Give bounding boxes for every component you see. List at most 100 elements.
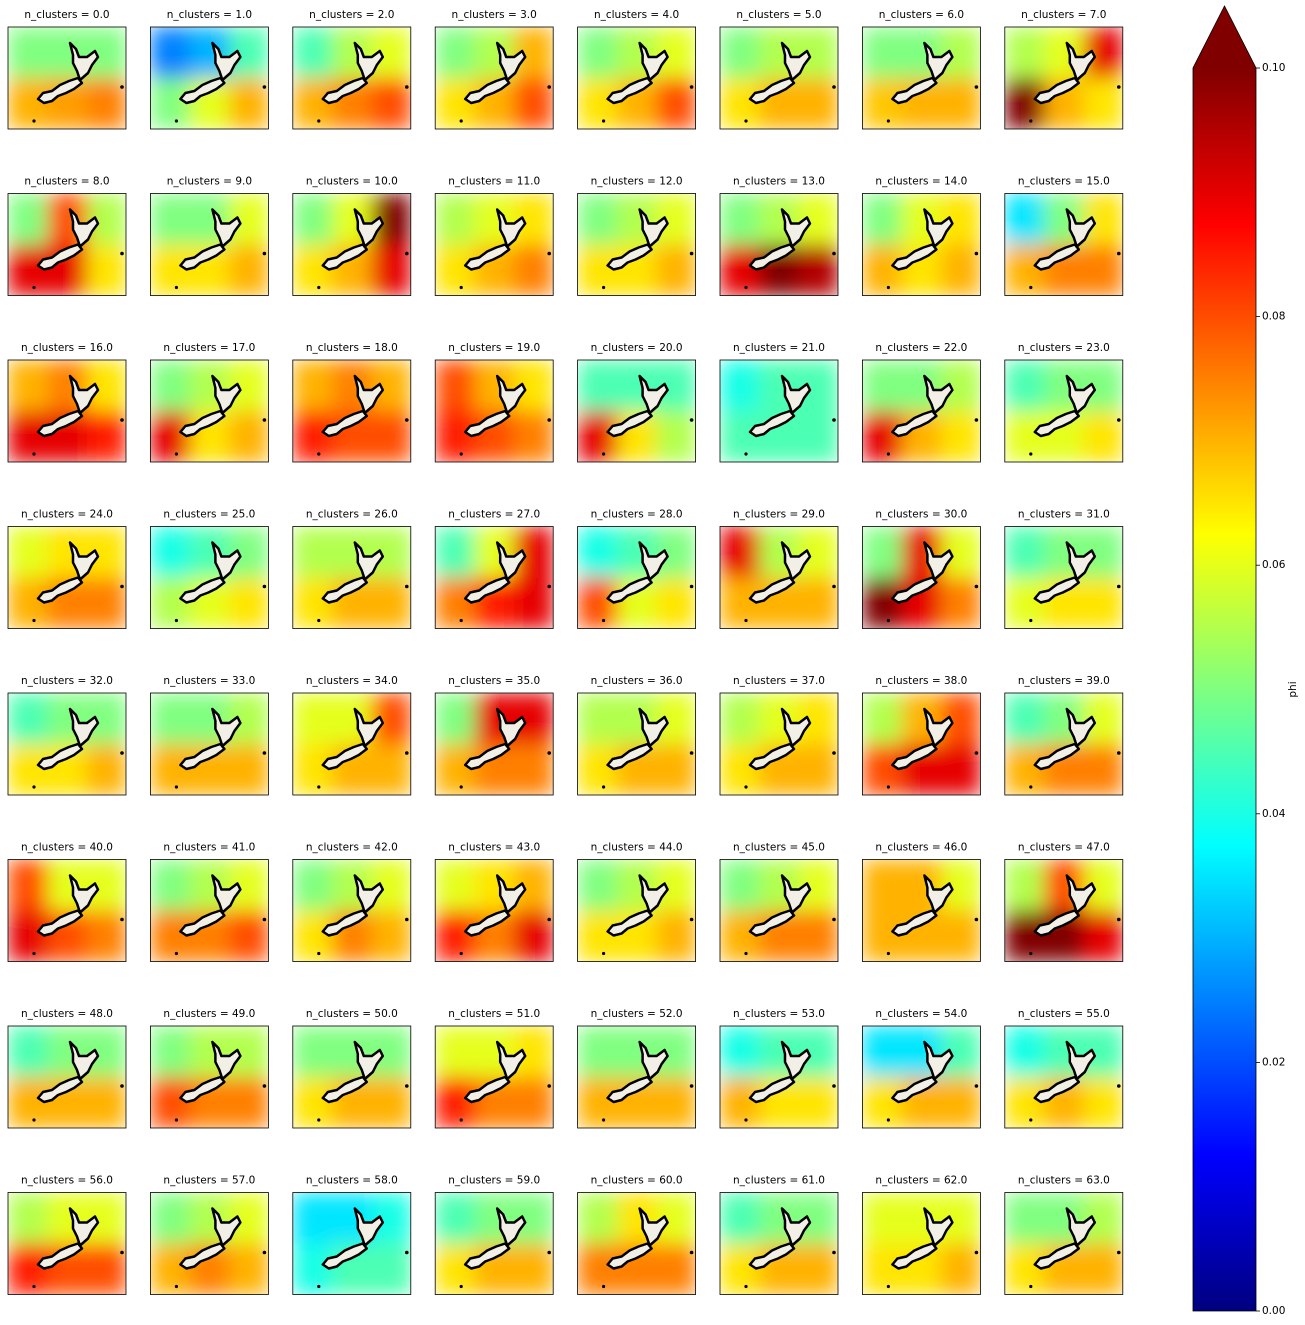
panel: n_clusters = 19.0 [434, 342, 554, 463]
panel-field [577, 526, 696, 629]
heatmap-cell [292, 910, 333, 962]
heatmap-cell [577, 1026, 618, 1078]
heatmap-cell [720, 78, 760, 129]
panel: n_clusters = 52.0 [577, 1008, 696, 1129]
panel-field [577, 360, 696, 462]
panel-frame [7, 193, 127, 296]
panel: n_clusters = 60.0 [577, 1175, 696, 1295]
heatmap [577, 1192, 696, 1295]
heatmap-cell [1004, 1077, 1045, 1128]
heatmap [8, 859, 126, 962]
heatmap [8, 693, 126, 795]
panel-field [435, 693, 554, 795]
panel: n_clusters = 20.0 [577, 342, 696, 463]
heatmap-cell [577, 244, 618, 296]
heatmap-cell [1083, 577, 1123, 629]
panel-frame [292, 1192, 412, 1295]
panel-field [862, 526, 981, 629]
panel-frame [7, 1192, 127, 1295]
panel-title: n_clusters = 34.0 [306, 675, 398, 687]
heatmap-cell [513, 244, 554, 296]
panel-field [292, 693, 411, 795]
heatmap-cell [513, 411, 554, 462]
panel-title: n_clusters = 49.0 [163, 1008, 255, 1020]
heatmap-cell [798, 577, 838, 629]
heatmap-cell [8, 1243, 48, 1295]
heatmap [435, 27, 554, 129]
heatmap [862, 859, 981, 962]
panel: n_clusters = 7.0 [1004, 9, 1124, 130]
colorbar-tick-label: 0.04 [1262, 808, 1286, 820]
heatmap-cell [577, 910, 618, 962]
panel-title: n_clusters = 39.0 [1018, 675, 1110, 687]
heatmap-cell [720, 859, 760, 911]
panel-frame [577, 1192, 696, 1295]
heatmap-cell [435, 526, 476, 578]
heatmap-cell [656, 244, 696, 296]
panel-field [577, 1026, 696, 1128]
heatmap [150, 27, 269, 129]
panel-field [150, 693, 269, 795]
heatmap-cell [8, 1026, 48, 1078]
heatmap [150, 526, 269, 629]
panel-field [150, 193, 269, 296]
heatmap-cell [1004, 859, 1045, 911]
panel-title: n_clusters = 46.0 [875, 842, 967, 854]
panel-title: n_clusters = 21.0 [733, 342, 825, 354]
panel-title: n_clusters = 0.0 [24, 9, 109, 21]
heatmap-cell [229, 910, 269, 962]
colorbar-extension [1193, 6, 1256, 68]
panel-frame [719, 526, 839, 629]
panel-field [1004, 1026, 1123, 1128]
heatmap-cell [435, 244, 476, 296]
heatmap-cell [577, 360, 618, 412]
heatmap-cell [720, 744, 760, 795]
heatmap-cell [292, 859, 333, 911]
heatmap-cell [371, 577, 411, 629]
colorbar-tick-label: 0.10 [1262, 62, 1285, 74]
heatmap-cell [435, 1026, 476, 1078]
heatmap-cell [1083, 1243, 1123, 1295]
heatmap [435, 1026, 554, 1128]
heatmap [577, 1026, 696, 1128]
panel-title: n_clusters = 54.0 [875, 1008, 967, 1020]
heatmap-cell [150, 78, 191, 129]
panel: n_clusters = 62.0 [862, 1175, 981, 1295]
heatmap [8, 1026, 126, 1128]
heatmap-cell [1083, 78, 1123, 129]
heatmap-cell [862, 411, 903, 462]
heatmap-cell [1004, 693, 1045, 745]
heatmap [292, 1192, 411, 1295]
heatmap-cell [941, 1077, 981, 1128]
panel-title: n_clusters = 16.0 [21, 342, 113, 354]
panel-title: n_clusters = 2.0 [309, 9, 394, 21]
panel: n_clusters = 22.0 [862, 342, 981, 463]
panel-field [577, 859, 696, 962]
heatmap-cell [1004, 1192, 1045, 1244]
heatmap-cell [798, 744, 838, 795]
heatmap-cell [435, 910, 476, 962]
heatmap-cell [656, 78, 696, 129]
panel-frame [149, 526, 269, 629]
heatmap-cell [150, 910, 191, 962]
colorbar-tick-label: 0.00 [1262, 1305, 1285, 1317]
colorbar-frame [1192, 5, 1257, 1312]
panel: n_clusters = 29.0 [719, 509, 839, 629]
panel-frame [7, 359, 127, 463]
panel-field [577, 1192, 696, 1295]
heatmap-cell [577, 526, 618, 578]
colorbar-tick-label: 0.06 [1262, 559, 1286, 571]
heatmap-cell [8, 859, 48, 911]
heatmap-cell [292, 1192, 333, 1244]
heatmap-cell [229, 411, 269, 462]
heatmap-cell [292, 411, 333, 462]
heatmap [435, 360, 554, 462]
heatmap-cell [513, 744, 554, 795]
heatmap-cell [656, 1077, 696, 1128]
panel-frame [719, 26, 839, 130]
heatmap-cell [150, 360, 191, 412]
panel: n_clusters = 63.0 [1004, 1175, 1124, 1295]
panel-field [292, 859, 411, 962]
heatmap [862, 526, 981, 629]
